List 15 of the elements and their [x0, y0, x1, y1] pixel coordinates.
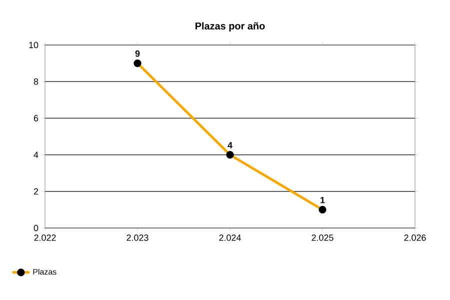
x-tick-label: 2.022 [34, 234, 56, 241]
x-tick-label: 2.025 [312, 234, 334, 241]
x-tick-label: 2.023 [126, 234, 148, 241]
y-tick-label: 2 [34, 188, 38, 195]
data-label: 9 [135, 50, 140, 57]
y-tick-label: 10 [29, 42, 38, 48]
data-label: 1 [320, 197, 325, 204]
y-tick-label: 4 [34, 152, 38, 158]
data-label: 4 [228, 142, 232, 148]
x-tick-label: 2.024 [219, 234, 241, 241]
chart-title: Plazas por año [196, 22, 265, 32]
y-tick-label: 8 [34, 78, 38, 85]
y-tick-label: 6 [34, 115, 38, 122]
x-tick-label: 2.026 [404, 234, 426, 241]
y-tick-label: 0 [34, 224, 38, 232]
